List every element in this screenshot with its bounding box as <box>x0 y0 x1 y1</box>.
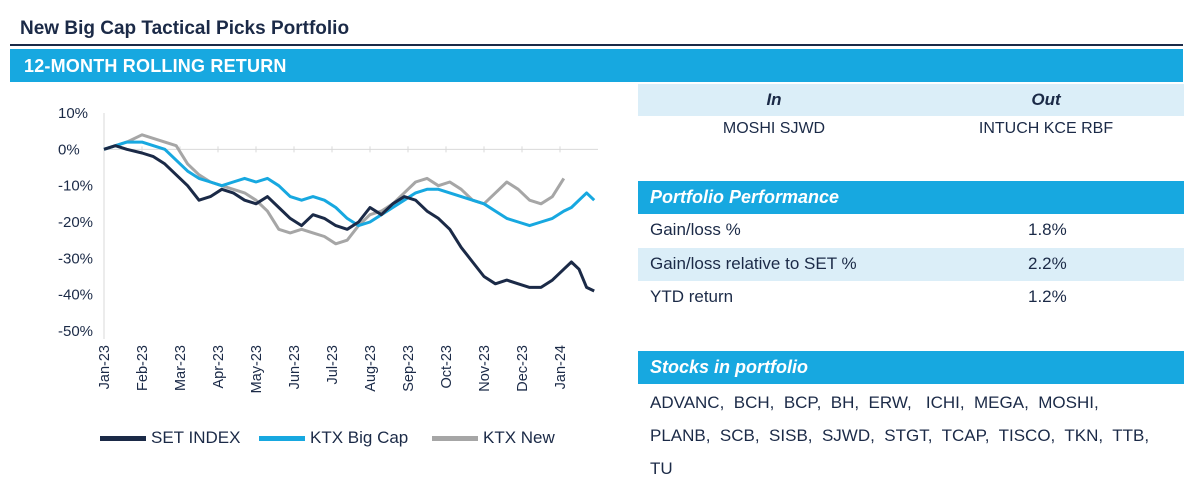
x-tick-label: Oct-23 <box>439 345 455 389</box>
series-line-ktx-big-cap <box>103 140 596 228</box>
performance-row: YTD return 1.2% <box>638 281 1184 314</box>
x-tick-label: Jul-23 <box>325 345 341 385</box>
title-divider <box>10 44 1183 46</box>
performance-title: Portfolio Performance <box>650 187 840 207</box>
legend-label-set-index: SET INDEX <box>151 428 241 447</box>
out-value: INTUCH KCE RBF <box>978 120 1114 137</box>
in-value: MOSHI SJWD <box>722 120 826 137</box>
page-title: New Big Cap Tactical Picks Portfolio <box>20 18 350 39</box>
y-tick-label: -50% <box>58 323 93 340</box>
x-tick-label: Aug-23 <box>363 345 379 392</box>
x-tick-label: May-23 <box>249 345 265 393</box>
y-tick-label: 10% <box>58 105 88 122</box>
stocks-header: Stocks in portfolio <box>638 351 1184 384</box>
performance-label: Gain/loss % <box>650 220 741 239</box>
legend-swatch-ktx-new <box>432 436 478 441</box>
y-tick-label: 0% <box>58 141 80 158</box>
x-tick-label: Jan-23 <box>97 345 113 389</box>
performance-value: 1.8% <box>1028 220 1067 239</box>
stocks-title: Stocks in portfolio <box>650 357 809 377</box>
out-header: Out <box>1031 90 1061 109</box>
y-tick-label: -20% <box>58 214 93 231</box>
section-header: 12-MONTH ROLLING RETURN <box>10 49 1183 82</box>
x-axis-ticks: Jan-23 Feb-23 Mar-23 Apr-23 May-23 Jun-23 Jul-… <box>97 345 569 393</box>
stocks-line: ADVANC, BCH, BCP, BH, ERW, ICHI, MEGA, M… <box>650 393 1099 412</box>
stocks-line: PLANB, SCB, SISB, SJWD, STGT, TCAP, TISC… <box>650 426 1150 445</box>
x-tick-label: Sep-23 <box>401 345 417 392</box>
legend-swatch-set-index <box>100 436 146 441</box>
y-axis-ticks: 10% 0% -10% -20% -30% -40% -50% <box>58 105 93 340</box>
series-line-ktx-new <box>103 133 566 246</box>
in-out-header: In Out <box>638 84 1184 116</box>
y-tick-label: -40% <box>58 287 93 304</box>
performance-row: Gain/loss relative to SET % 2.2% <box>638 248 1184 281</box>
x-tick-label: Jun-23 <box>287 345 303 389</box>
in-header: In <box>766 90 782 109</box>
performance-label: YTD return <box>650 287 734 306</box>
performance-label: Gain/loss relative to SET % <box>650 254 857 273</box>
x-tick-label: Dec-23 <box>515 345 531 392</box>
section-title: 12-MONTH ROLLING RETURN <box>24 56 287 76</box>
series-line-set-index <box>103 144 595 293</box>
chart-grid <box>103 113 598 339</box>
performance-value: 2.2% <box>1028 254 1067 273</box>
x-tick-label: Feb-23 <box>135 345 151 391</box>
stocks-line: TU <box>650 459 673 478</box>
performance-row: Gain/loss % 1.8% <box>638 214 1184 247</box>
chart-series <box>103 133 596 293</box>
x-tick-label: Jan-24 <box>553 345 569 389</box>
in-out-table: In Out MOSHI SJWD INTUCH KCE RBF <box>638 84 1184 146</box>
y-tick-label: -30% <box>58 250 93 267</box>
performance-header: Portfolio Performance <box>638 181 1184 214</box>
y-tick-label: -10% <box>58 178 93 195</box>
x-tick-label: Apr-23 <box>211 345 227 389</box>
in-out-row: MOSHI SJWD INTUCH KCE RBF <box>638 116 1184 146</box>
performance-value: 1.2% <box>1028 287 1067 306</box>
rolling-return-chart: 10% 0% -10% -20% -30% -40% -50% Jan-23 Feb-23 Ma… <box>58 105 598 393</box>
x-tick-label: Nov-23 <box>477 345 493 392</box>
legend-label-ktx-new: KTX New <box>483 428 555 447</box>
x-tick-label: Mar-23 <box>173 345 189 391</box>
legend-swatch-ktx-big-cap <box>259 436 305 441</box>
legend-label-ktx-big-cap: KTX Big Cap <box>310 428 409 447</box>
